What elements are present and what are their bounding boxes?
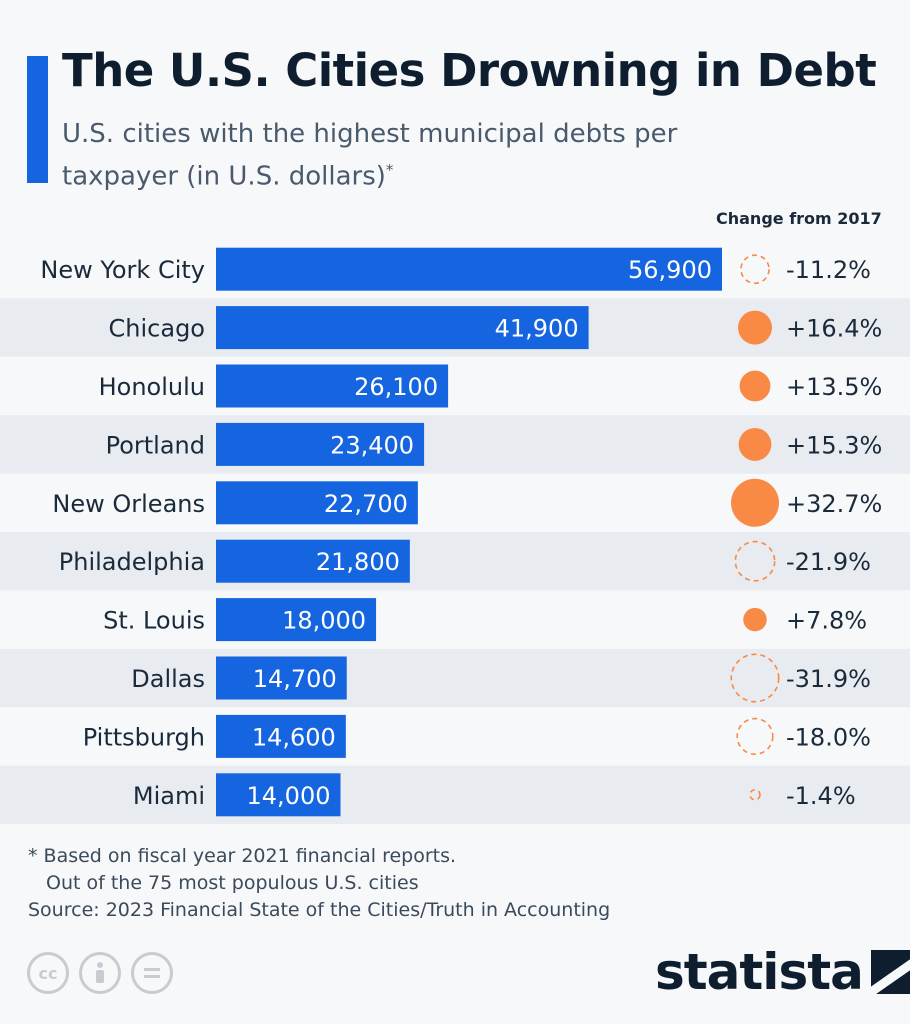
category-label: Chicago bbox=[109, 315, 205, 343]
change-label: -18.0% bbox=[786, 723, 871, 751]
subtitle-text: U.S. cities with the highest municipal d… bbox=[62, 119, 678, 192]
statista-mark-icon bbox=[870, 950, 910, 994]
change-label: +13.5% bbox=[786, 373, 882, 401]
bar bbox=[216, 306, 589, 350]
row-band bbox=[0, 765, 910, 824]
bar bbox=[216, 598, 377, 642]
footnote-line-2: Out of the 75 most populous U.S. cities bbox=[46, 872, 419, 894]
value-label: 56,900 bbox=[628, 256, 712, 284]
category-label: New Orleans bbox=[52, 490, 205, 518]
category-label: Pittsburgh bbox=[83, 723, 205, 751]
value-label: 23,400 bbox=[330, 431, 414, 459]
category-label: Dallas bbox=[131, 665, 205, 693]
change-label: -31.9% bbox=[786, 665, 871, 693]
change-circle-positive bbox=[743, 607, 767, 632]
value-label: 14,600 bbox=[252, 723, 336, 751]
chart-subtitle: U.S. cities with the highest municipal d… bbox=[62, 116, 762, 195]
change-column-header: Change from 2017 bbox=[716, 209, 882, 228]
title-accent-bar bbox=[27, 56, 48, 183]
subtitle-footnote-mark: * bbox=[385, 161, 394, 179]
change-label: -21.9% bbox=[786, 548, 871, 576]
no-derivatives-icon[interactable] bbox=[131, 952, 173, 994]
source-note: Source: 2023 Financial State of the Citi… bbox=[28, 899, 611, 921]
category-label: Honolulu bbox=[99, 373, 205, 401]
statista-logo[interactable]: statista bbox=[655, 943, 910, 1001]
change-label: +15.3% bbox=[786, 431, 882, 459]
change-circle-positive bbox=[738, 310, 772, 345]
value-label: 21,800 bbox=[316, 548, 400, 576]
license-icons: cc bbox=[27, 952, 173, 994]
attribution-icon[interactable] bbox=[79, 952, 121, 994]
creative-commons-icon[interactable]: cc bbox=[27, 952, 69, 994]
change-circle-positive bbox=[731, 478, 779, 527]
footnote-line-1: * Based on fiscal year 2021 financial re… bbox=[28, 845, 457, 867]
bar bbox=[216, 422, 425, 466]
bar bbox=[216, 364, 449, 408]
change-circle-negative bbox=[734, 540, 776, 582]
change-label: +7.8% bbox=[786, 607, 867, 635]
bar bbox=[216, 247, 722, 291]
change-circle-negative bbox=[736, 717, 774, 756]
value-label: 18,000 bbox=[282, 607, 366, 635]
row-band bbox=[0, 648, 910, 708]
value-label: 22,700 bbox=[324, 490, 408, 518]
category-label: St. Louis bbox=[103, 607, 205, 635]
bar bbox=[216, 773, 341, 817]
change-label: -11.2% bbox=[786, 256, 871, 284]
footnote: * Based on fiscal year 2021 financial re… bbox=[28, 843, 456, 897]
bar-chart: New York City 56,900 -11.2% Chicago 41,900 +1… bbox=[0, 247, 910, 824]
bar bbox=[216, 714, 346, 758]
brand-wordmark: statista bbox=[655, 943, 864, 1001]
category-label: Miami bbox=[133, 782, 205, 810]
category-label: Portland bbox=[106, 431, 205, 459]
change-label: +16.4% bbox=[786, 315, 882, 343]
category-label: Philadelphia bbox=[59, 548, 205, 576]
change-circle-negative bbox=[749, 789, 761, 801]
bar bbox=[216, 481, 418, 525]
change-label: +32.7% bbox=[786, 490, 882, 518]
category-label: New York City bbox=[40, 256, 205, 284]
bar bbox=[216, 539, 410, 583]
change-circle-positive bbox=[739, 370, 771, 402]
change-circle-negative bbox=[730, 653, 780, 703]
chart-title: The U.S. Cities Drowning in Debt bbox=[62, 44, 877, 97]
value-label: 14,000 bbox=[247, 782, 331, 810]
change-label: -1.4% bbox=[786, 782, 856, 810]
change-circle-negative bbox=[740, 254, 770, 285]
value-label: 41,900 bbox=[495, 315, 579, 343]
value-label: 14,700 bbox=[253, 665, 337, 693]
bar bbox=[216, 656, 347, 700]
change-circle-positive bbox=[738, 427, 772, 461]
value-label: 26,100 bbox=[354, 373, 438, 401]
